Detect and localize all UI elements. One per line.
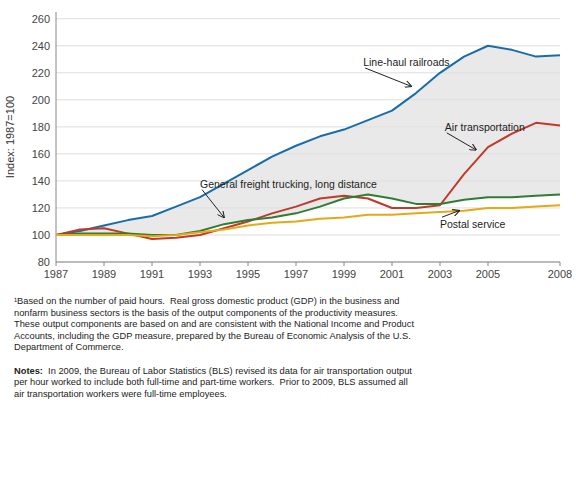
y-axis-label: Index: 1987=100 <box>4 96 16 178</box>
grid-line <box>56 18 560 19</box>
annotation: General freight trucking, long distance <box>200 178 377 190</box>
x-tick-label: 2003 <box>428 268 452 280</box>
annotation-arrow <box>202 190 224 218</box>
notes-line: In 2009, the Bureau of Labor Statistics … <box>43 366 412 376</box>
x-tick-label: 1987 <box>44 268 68 280</box>
x-tick-label: 2008 <box>548 268 572 280</box>
x-tick-label: 1995 <box>236 268 260 280</box>
plot-area <box>56 46 560 239</box>
y-tick-label: 140 <box>32 175 50 187</box>
footnote: ¹Based on the number of paid hours. Real… <box>14 296 414 352</box>
y-axis-line <box>56 12 57 262</box>
x-tick <box>440 262 441 266</box>
annotation: Line-haul railroads <box>363 56 449 68</box>
footnote-line: nonfarm business sectors is the basis of… <box>14 308 398 318</box>
x-tick-label: 1997 <box>284 268 308 280</box>
footnote-line: Accounts, including the GDP measure, pre… <box>14 331 411 341</box>
annotation: Air transportation <box>445 121 525 133</box>
y-grid <box>56 19 560 262</box>
band <box>56 46 560 235</box>
notes-label: Notes: <box>14 366 43 376</box>
x-tick <box>488 262 489 266</box>
series-line <box>56 194 560 235</box>
x-axis-line <box>56 262 560 263</box>
x-tick <box>344 262 345 266</box>
x-tick <box>152 262 153 266</box>
y-tick-label: 220 <box>32 67 50 79</box>
x-tick <box>392 262 393 266</box>
annotation-arrow <box>447 133 476 150</box>
x-tick <box>560 262 561 266</box>
y-tick-label: 240 <box>32 40 50 52</box>
series-line <box>56 205 560 236</box>
footnote-line: These output components are based on and… <box>14 319 414 329</box>
x-tick-label: 1999 <box>332 268 356 280</box>
footnote-line: ¹Based on the number of paid hours. Real… <box>14 296 400 306</box>
x-tick <box>104 262 105 266</box>
annotation-arrow <box>365 68 411 86</box>
x-tick <box>200 262 201 266</box>
x-tick <box>248 262 249 266</box>
series-line <box>56 123 560 239</box>
y-tick-label: 120 <box>32 202 50 214</box>
x-tick-label: 1993 <box>188 268 212 280</box>
x-tick-label: 2005 <box>476 268 500 280</box>
grid-line <box>56 262 560 263</box>
x-tick <box>56 262 57 266</box>
y-tick-label: 160 <box>32 148 50 160</box>
footnote-line: Department of Commerce. <box>14 342 124 352</box>
x-tick-label: 1989 <box>92 268 116 280</box>
y-tick-label: 80 <box>38 256 50 268</box>
y-tick-label: 100 <box>32 229 50 241</box>
chart: 80 100 120 140 160 180 200 220 240 260 1987 1989 199… <box>0 0 576 483</box>
x-tick <box>296 262 297 266</box>
annotation: Postal service <box>440 218 506 230</box>
annotation-arrow <box>442 211 459 218</box>
x-tick-label: 2001 <box>380 268 404 280</box>
x-tick-label: 1991 <box>140 268 164 280</box>
notes-line: per hour worked to include both full-tim… <box>14 377 408 387</box>
notes-line: air transportation workers were full-tim… <box>14 389 227 399</box>
grid-line <box>56 45 560 46</box>
notes: In 2009, the Bureau of Labor Statistics … <box>14 366 412 399</box>
y-tick-label: 180 <box>32 121 50 133</box>
y-tick-label: 260 <box>32 13 50 25</box>
y-tick-label: 200 <box>32 94 50 106</box>
series-line <box>56 46 560 235</box>
